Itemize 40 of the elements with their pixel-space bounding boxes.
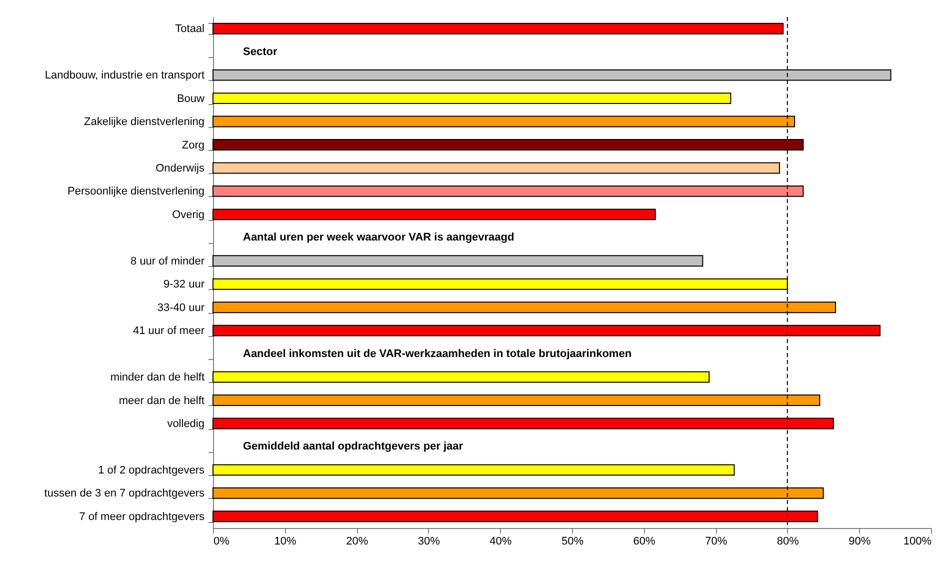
y-tick-label: Landbouw, industrie en transport <box>44 70 204 82</box>
y-tick-label: 1 of 2 opdrachtgevers <box>98 464 205 476</box>
bar <box>212 22 784 34</box>
y-tick-label: Zorg <box>182 139 204 152</box>
y-tick-label: Overig <box>172 208 204 221</box>
bar <box>212 464 735 476</box>
y-tick-label: meer dan de helft <box>118 394 204 407</box>
y-tick-label: volledig <box>167 418 204 430</box>
x-tick-label: 40% <box>490 536 512 548</box>
x-tick-label: 60% <box>633 536 656 548</box>
y-tick-label: minder dan de helft <box>110 372 204 384</box>
bar <box>212 92 732 104</box>
y-tick-label: Onderwijs <box>156 162 205 174</box>
x-tick-label: 90% <box>848 536 871 548</box>
x-tick-label: 100% <box>903 536 932 548</box>
annotation: Aandeel inkomsten uit de VAR-werkzaamheden in totale brutojaarinkomen <box>243 348 632 360</box>
x-tick-label: 0% <box>214 536 230 548</box>
y-tick-label: 9-32 uur <box>164 278 205 291</box>
y-tick-label: Zakelijke dienstverlening <box>84 116 204 128</box>
bar <box>212 371 710 383</box>
y-tick-label: Persoonlijke dienstverlening <box>68 186 204 198</box>
x-tick-label: 20% <box>346 536 368 548</box>
y-tick-label: Bouw <box>176 92 205 105</box>
x-tick-label: 70% <box>705 536 728 548</box>
bar <box>212 208 656 220</box>
x-tick-label: 30% <box>418 536 440 548</box>
annotation: Aantal uren per week waarvoor VAR is aangevraagd <box>243 232 514 244</box>
y-tick-label: 7 of meer opdrachtgevers <box>79 510 205 523</box>
x-tick-label: 50% <box>561 536 584 548</box>
y-tick-label: tussen de 3 en 7 opdrachtgevers <box>44 488 205 500</box>
y-tick-label: 41 uur of meer <box>132 325 205 338</box>
y-tick-label: 8 uur of minder <box>130 255 205 268</box>
bar <box>212 162 780 174</box>
y-tick-label: 33-40 uur <box>157 302 205 314</box>
y-tick-label: Totaal <box>175 23 204 36</box>
x-tick-label: 80% <box>776 536 800 548</box>
x-tick-label: 10% <box>274 536 297 548</box>
bar <box>212 255 704 267</box>
annotation: Gemiddeld aantal opdrachtgevers per jaar <box>243 440 464 453</box>
annotation: Sector <box>243 46 278 58</box>
